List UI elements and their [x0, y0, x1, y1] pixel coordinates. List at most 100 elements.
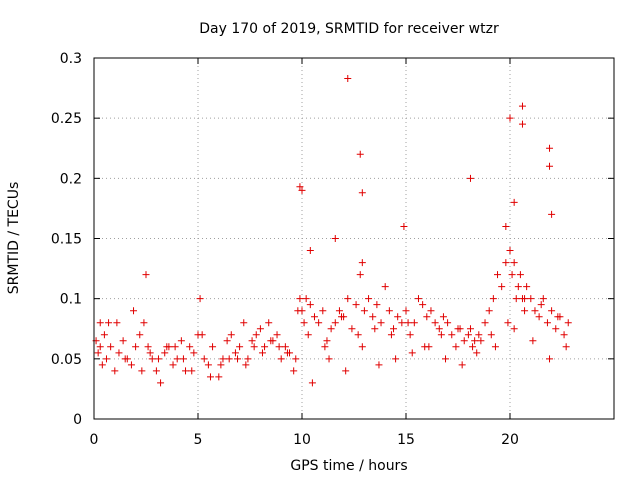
data-point: [414, 295, 422, 303]
data-point: [552, 325, 560, 333]
data-point: [325, 355, 333, 363]
data-point: [358, 343, 366, 351]
data-point: [342, 367, 350, 375]
data-point: [138, 367, 146, 375]
data-point: [460, 337, 468, 345]
data-point: [102, 355, 110, 363]
x-tick-label: 15: [397, 432, 415, 448]
data-point: [292, 355, 300, 363]
data-point: [327, 325, 335, 333]
data-point: [365, 295, 373, 303]
data-point: [140, 319, 148, 327]
data-point: [98, 361, 106, 369]
data-point: [437, 331, 445, 339]
data-point: [250, 343, 258, 351]
data-point: [119, 337, 127, 345]
data-point: [352, 301, 360, 309]
data-point: [529, 337, 537, 345]
data-point: [96, 319, 104, 327]
data-point: [227, 331, 235, 339]
data-point: [419, 301, 427, 309]
data-point: [489, 295, 497, 303]
data-point: [152, 367, 160, 375]
data-point: [454, 325, 462, 333]
data-point: [115, 349, 123, 357]
data-point: [136, 331, 144, 339]
data-point: [487, 331, 495, 339]
data-point: [469, 343, 477, 351]
data-point: [315, 319, 323, 327]
data-point: [100, 331, 108, 339]
data-point: [427, 307, 435, 315]
data-point: [473, 349, 481, 357]
data-point: [344, 295, 352, 303]
x-axis-label: GPS time / hours: [290, 458, 407, 474]
data-point: [96, 343, 104, 351]
data-point: [304, 331, 312, 339]
chart-title: Day 170 of 2019, SRMTID for receiver wtz…: [199, 21, 499, 37]
data-point: [182, 367, 190, 375]
data-point: [518, 120, 526, 128]
data-point: [308, 379, 316, 387]
data-point: [435, 325, 443, 333]
data-point: [356, 150, 364, 158]
data-point: [267, 337, 275, 345]
data-point: [406, 331, 414, 339]
labels-layer: 0 0.05 0.1 0.15 0.2 0.25 0.3 0 5 10 15 20: [51, 51, 519, 448]
data-point: [381, 283, 389, 291]
data-point: [94, 349, 102, 357]
data-point: [161, 349, 169, 357]
data-point: [148, 355, 156, 363]
data-point: [510, 198, 518, 206]
data-point: [121, 355, 129, 363]
data-point: [348, 325, 356, 333]
data-point: [310, 313, 318, 321]
data-point: [560, 331, 568, 339]
data-point: [209, 343, 217, 351]
data-point: [198, 331, 206, 339]
data-point: [319, 307, 327, 315]
data-point: [385, 307, 393, 315]
data-point: [425, 343, 433, 351]
data-point: [275, 343, 283, 351]
y-tick-label: 0.3: [60, 51, 82, 67]
data-point: [512, 295, 520, 303]
data-point: [107, 343, 115, 351]
data-point: [543, 319, 551, 327]
data-point: [408, 349, 416, 357]
data-point: [179, 355, 187, 363]
data-point: [298, 307, 306, 315]
data-point: [546, 144, 554, 152]
data-point: [477, 337, 485, 345]
data-point: [562, 343, 570, 351]
data-point: [508, 271, 516, 279]
data-point: [377, 319, 385, 327]
data-point: [244, 355, 252, 363]
data-point: [494, 271, 502, 279]
data-point: [296, 183, 304, 191]
data-point: [523, 283, 531, 291]
data-point: [516, 271, 524, 279]
data-point: [356, 271, 364, 279]
data-point: [306, 301, 314, 309]
data-point: [323, 337, 331, 345]
data-point: [506, 247, 514, 255]
data-point: [387, 331, 395, 339]
x-tick-label: 5: [194, 432, 203, 448]
data-point: [448, 331, 456, 339]
data-point: [548, 210, 556, 218]
data-point: [132, 343, 140, 351]
data-point: [546, 162, 554, 170]
data-point: [535, 313, 543, 321]
data-point: [358, 259, 366, 267]
data-point: [521, 295, 529, 303]
data-point: [223, 337, 231, 345]
data-point: [502, 259, 510, 267]
data-point: [206, 373, 214, 381]
data-point: [410, 319, 418, 327]
grid-layer: [94, 58, 614, 419]
ticks-layer: [93, 57, 614, 420]
data-point: [485, 307, 493, 315]
data-point: [423, 313, 431, 321]
